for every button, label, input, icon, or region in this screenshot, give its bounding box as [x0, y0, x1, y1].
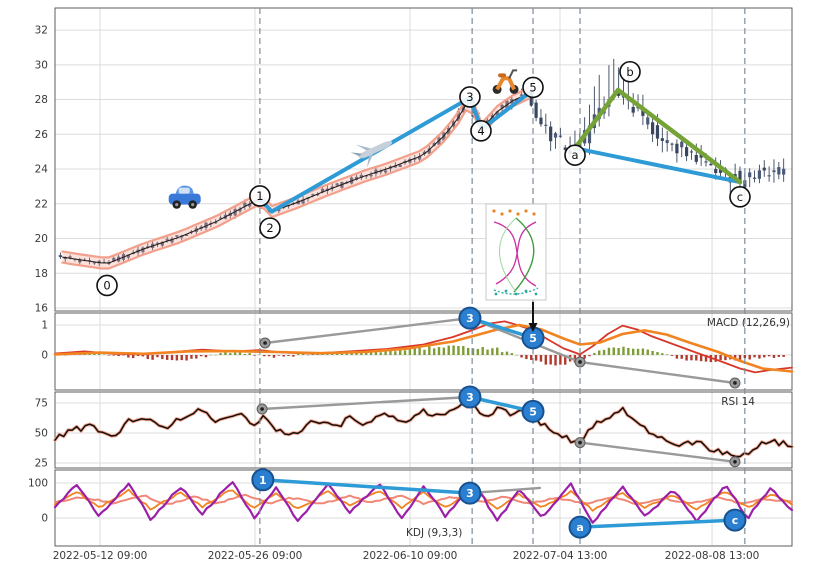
svg-text:4: 4 [477, 124, 484, 138]
elliott-label-a [564, 144, 586, 166]
y-axis-tick-label: 20 [35, 233, 48, 245]
car-icon [168, 185, 201, 209]
wave-marker-3 [458, 385, 482, 409]
svg-text:b: b [626, 65, 633, 79]
elliott-label-0 [96, 274, 118, 297]
y-axis-tick-label: 75 [35, 398, 48, 410]
elliott-label-5 [522, 76, 544, 99]
wave-marker-3 [458, 306, 482, 330]
elliott-label-3 [459, 86, 481, 108]
svg-text:3: 3 [466, 312, 474, 325]
rsi-line [54, 402, 793, 458]
svg-text:1: 1 [259, 474, 267, 487]
macd-panel-border [54, 312, 793, 391]
series [53, 58, 794, 524]
svg-text:3: 3 [466, 90, 473, 104]
macd-signal-line [53, 323, 794, 373]
kdj-d-line [54, 493, 793, 506]
wave-marker-5 [521, 399, 545, 423]
svg-text:c: c [732, 514, 739, 527]
svg-text:5: 5 [529, 332, 537, 345]
x-axis-tick-label: 2022-05-26 09:00 [207, 550, 303, 562]
svg-text:2: 2 [266, 221, 273, 235]
price-panel-border [54, 7, 793, 312]
impulse-wave-line [257, 91, 531, 214]
x-axis-tick-label: 2022-06-10 09:00 [362, 550, 458, 562]
wave-marker-3 [458, 481, 482, 505]
wave-marker-c [723, 508, 747, 532]
wave-marker-1 [251, 468, 275, 492]
correction-trend-line [573, 146, 742, 185]
x-axis-tick-label: 2022-05-12 09:00 [52, 550, 148, 562]
y-axis-tick-label: 1 [41, 319, 48, 331]
elliott-label-b [619, 60, 641, 83]
y-axis-tick-label: 22 [35, 198, 48, 210]
svg-text:5: 5 [529, 80, 536, 94]
wave-marker-a [568, 515, 592, 539]
elliott-label-c [729, 186, 751, 208]
svg-text:3: 3 [466, 487, 474, 500]
y-axis-tick-label: 32 [35, 25, 48, 37]
y-axis-tick-label: 0 [41, 349, 48, 361]
svg-text:c: c [737, 190, 743, 204]
y-axis-tick-label: 18 [35, 268, 48, 280]
elliott-label-4 [470, 120, 492, 142]
svg-text:5: 5 [529, 405, 537, 418]
y-axis-tick-label: 16 [35, 303, 49, 315]
y-axis-tick-label: 28 [35, 94, 48, 106]
x-axis-tick-label: 2022-07-04 13:00 [512, 550, 608, 562]
svg-text:0: 0 [103, 278, 110, 292]
y-axis-tick-label: 100 [28, 477, 48, 489]
elliott-label-1 [249, 185, 271, 207]
x-axis-tick-label: 2022-08-08 13:00 [664, 550, 760, 562]
y-axis-tick-label: 0 [41, 512, 48, 524]
elliott-label-2 [259, 217, 281, 239]
macd-panel-label: MACD (12,26,9) [706, 317, 790, 329]
kdj-j-line [53, 481, 794, 524]
y-axis-tick-label: 30 [35, 59, 48, 71]
annotations: 3 5 3 5 1 3 a c 0 1 2 3 4 5 a b c [96, 60, 751, 539]
kdj-panel-label: KDJ (9,3,3) [406, 527, 463, 539]
svg-text:1: 1 [256, 189, 263, 203]
svg-text:3: 3 [466, 391, 474, 404]
y-axis-tick-label: 25 [35, 457, 48, 469]
trend-channel [62, 87, 529, 269]
y-axis-tick-label: 26 [35, 129, 49, 141]
rsi-panel-border [54, 391, 793, 469]
rsi-panel-label: RSI 14 [721, 396, 755, 408]
inset-mini-chart [485, 203, 547, 301]
svg-text:a: a [571, 148, 578, 162]
y-axis-tick-label: 50 [35, 427, 48, 439]
abc-wave-line [572, 87, 743, 185]
y-axis-tick-label: 24 [35, 164, 49, 176]
scooter-icon [492, 69, 519, 94]
svg-text:a: a [576, 521, 583, 534]
